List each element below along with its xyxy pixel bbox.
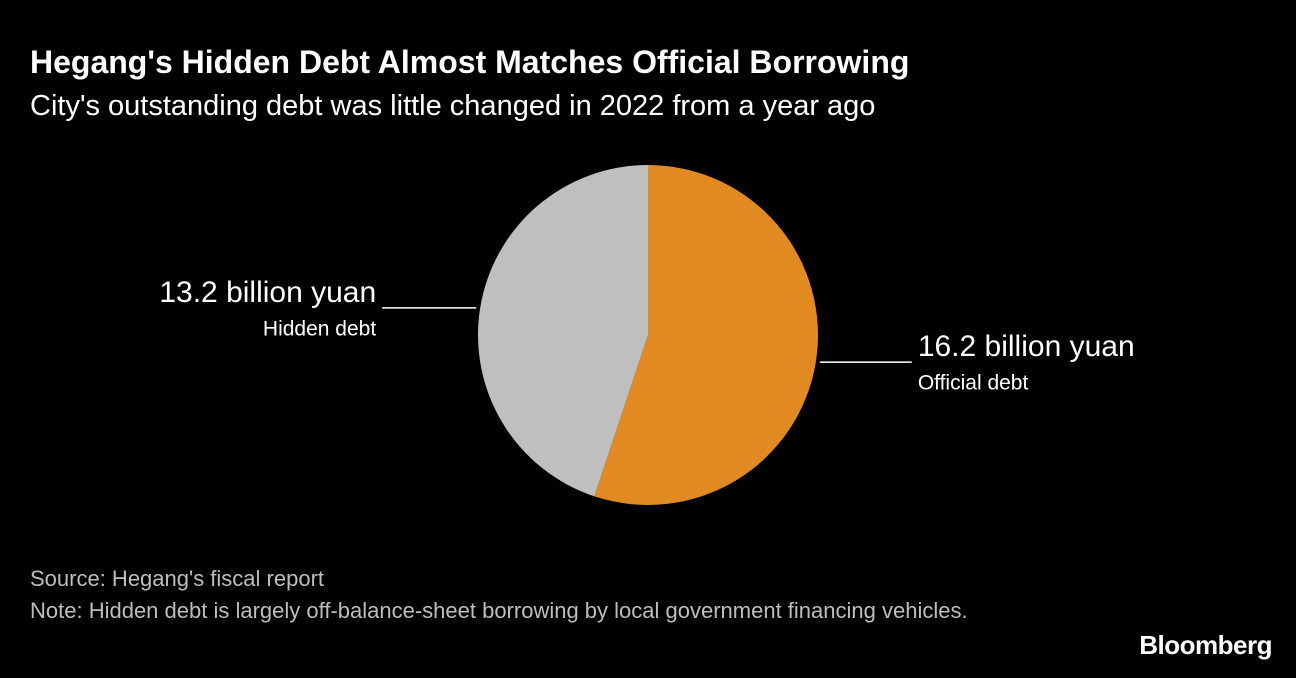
chart: 16.2 billion yuan Official debt 13.2 billi…: [159, 165, 1135, 506]
data-label: 16.2 billion yuan: [918, 330, 1135, 363]
source: Source: Hegang's fiscal report: [30, 566, 325, 591]
category-label: Official debt: [918, 372, 1029, 395]
category-label: Hidden debt: [263, 317, 376, 340]
chart-subtitle: City's outstanding debt was little chang…: [30, 90, 876, 122]
pie-slice: [594, 165, 818, 506]
chart-title: Hegang's Hidden Debt Almost Matches Offi…: [30, 44, 910, 80]
data-label: 13.2 billion yuan: [159, 276, 376, 309]
note: Note: Hidden debt is largely off-balance…: [30, 598, 968, 623]
brand-logo: Bloomberg: [1139, 630, 1272, 660]
pie-slice: [477, 165, 648, 497]
